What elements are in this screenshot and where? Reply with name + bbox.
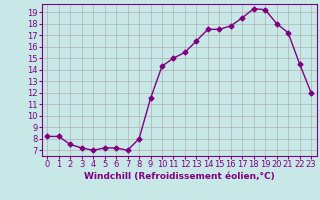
X-axis label: Windchill (Refroidissement éolien,°C): Windchill (Refroidissement éolien,°C) bbox=[84, 172, 275, 181]
